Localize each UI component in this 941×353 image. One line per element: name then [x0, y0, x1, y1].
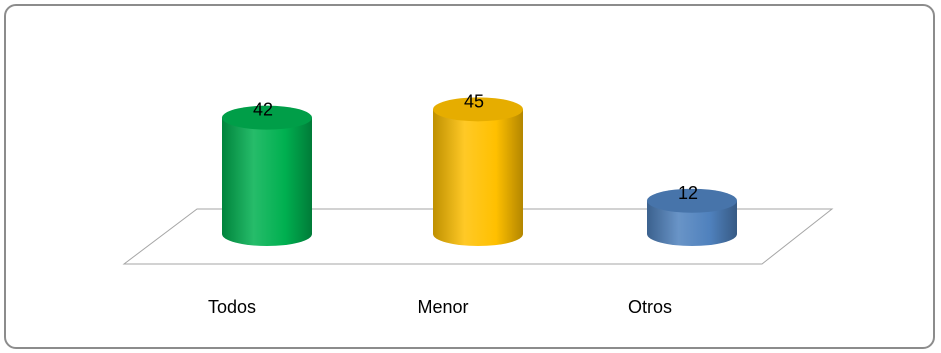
data-label-menor: 45 — [464, 91, 484, 111]
data-label-otros: 12 — [678, 183, 698, 203]
data-label-todos: 42 — [253, 100, 273, 120]
category-label-otros: Otros — [628, 297, 672, 317]
bar-todos — [222, 117, 312, 246]
category-label-todos: Todos — [208, 297, 256, 317]
bar-menor — [433, 109, 523, 246]
bar-top-menor — [433, 97, 523, 122]
category-label-menor: Menor — [417, 297, 468, 317]
bar-top-otros — [647, 188, 737, 213]
bar-otros — [647, 200, 737, 246]
bar-top-todos — [222, 105, 312, 130]
